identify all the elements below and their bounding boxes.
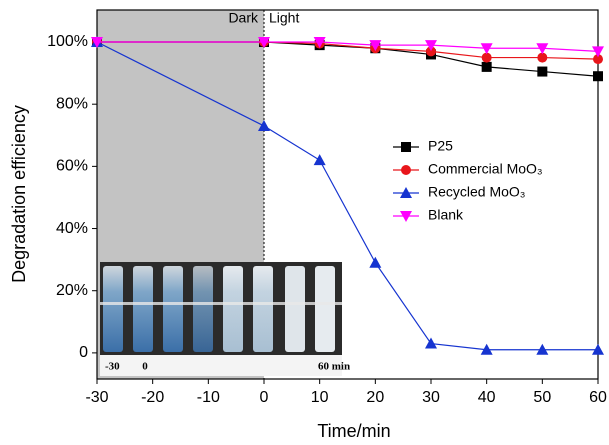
marker	[369, 256, 382, 268]
marker	[480, 343, 493, 355]
inset-photo: -30 0 60 min	[100, 262, 350, 376]
marker	[593, 54, 603, 65]
x-tick-label: -10	[197, 389, 220, 406]
legend-marker	[401, 142, 411, 152]
y-axis-label: Degradation efficiency	[9, 105, 29, 283]
series-line	[96, 41, 598, 351]
legend-marker	[400, 187, 412, 198]
x-tick-label: 30	[422, 389, 440, 406]
marker	[425, 337, 437, 349]
marker	[481, 52, 492, 63]
marker	[425, 40, 437, 52]
x-tick-label: -30	[85, 389, 108, 406]
annotation: Light	[269, 10, 299, 26]
marker	[480, 43, 493, 55]
x-tick-label: 60	[589, 389, 607, 406]
x-tick-label: 0	[260, 389, 269, 406]
legend-label: P25	[428, 138, 453, 154]
legend-label: Blank	[428, 207, 464, 223]
plot-frame	[96, 9, 599, 380]
marker	[258, 119, 270, 131]
inset-label: 0	[142, 361, 148, 373]
y-tick-label: 60%	[56, 158, 88, 175]
y-tick-label: 20%	[56, 282, 88, 299]
marker	[481, 61, 492, 72]
inset-label: 60 min	[318, 361, 350, 373]
x-tick-label: 50	[533, 389, 551, 406]
legend-label: Recycled MoO₃	[428, 184, 526, 200]
marker	[369, 40, 382, 52]
legend-label: Commercial MoO₃	[428, 161, 543, 177]
marker	[592, 343, 604, 355]
x-tick-label: 10	[311, 389, 329, 406]
x-tick-label: -20	[141, 389, 164, 406]
marker	[313, 37, 326, 49]
series-line	[97, 41, 599, 52]
y-tick-label: 0	[79, 344, 88, 361]
y-tick-label: 100%	[47, 33, 88, 50]
y-tick-label: 40%	[56, 220, 88, 237]
marker	[593, 71, 603, 82]
marker	[592, 46, 604, 58]
marker	[536, 43, 549, 55]
marker	[313, 154, 326, 166]
marker	[537, 66, 548, 77]
inset-label: -30	[105, 361, 120, 373]
marker	[537, 52, 548, 63]
x-tick-label: 40	[478, 389, 496, 406]
marker	[258, 37, 270, 49]
y-tick-label: 80%	[56, 95, 88, 112]
annotation: Dark	[228, 10, 259, 26]
marker	[536, 343, 549, 355]
marker	[426, 46, 436, 57]
x-tick-label: 20	[366, 389, 384, 406]
marker	[91, 37, 103, 49]
legend-marker	[400, 211, 412, 222]
x-axis-label: Time/min	[317, 421, 390, 441]
legend-marker	[401, 165, 411, 175]
